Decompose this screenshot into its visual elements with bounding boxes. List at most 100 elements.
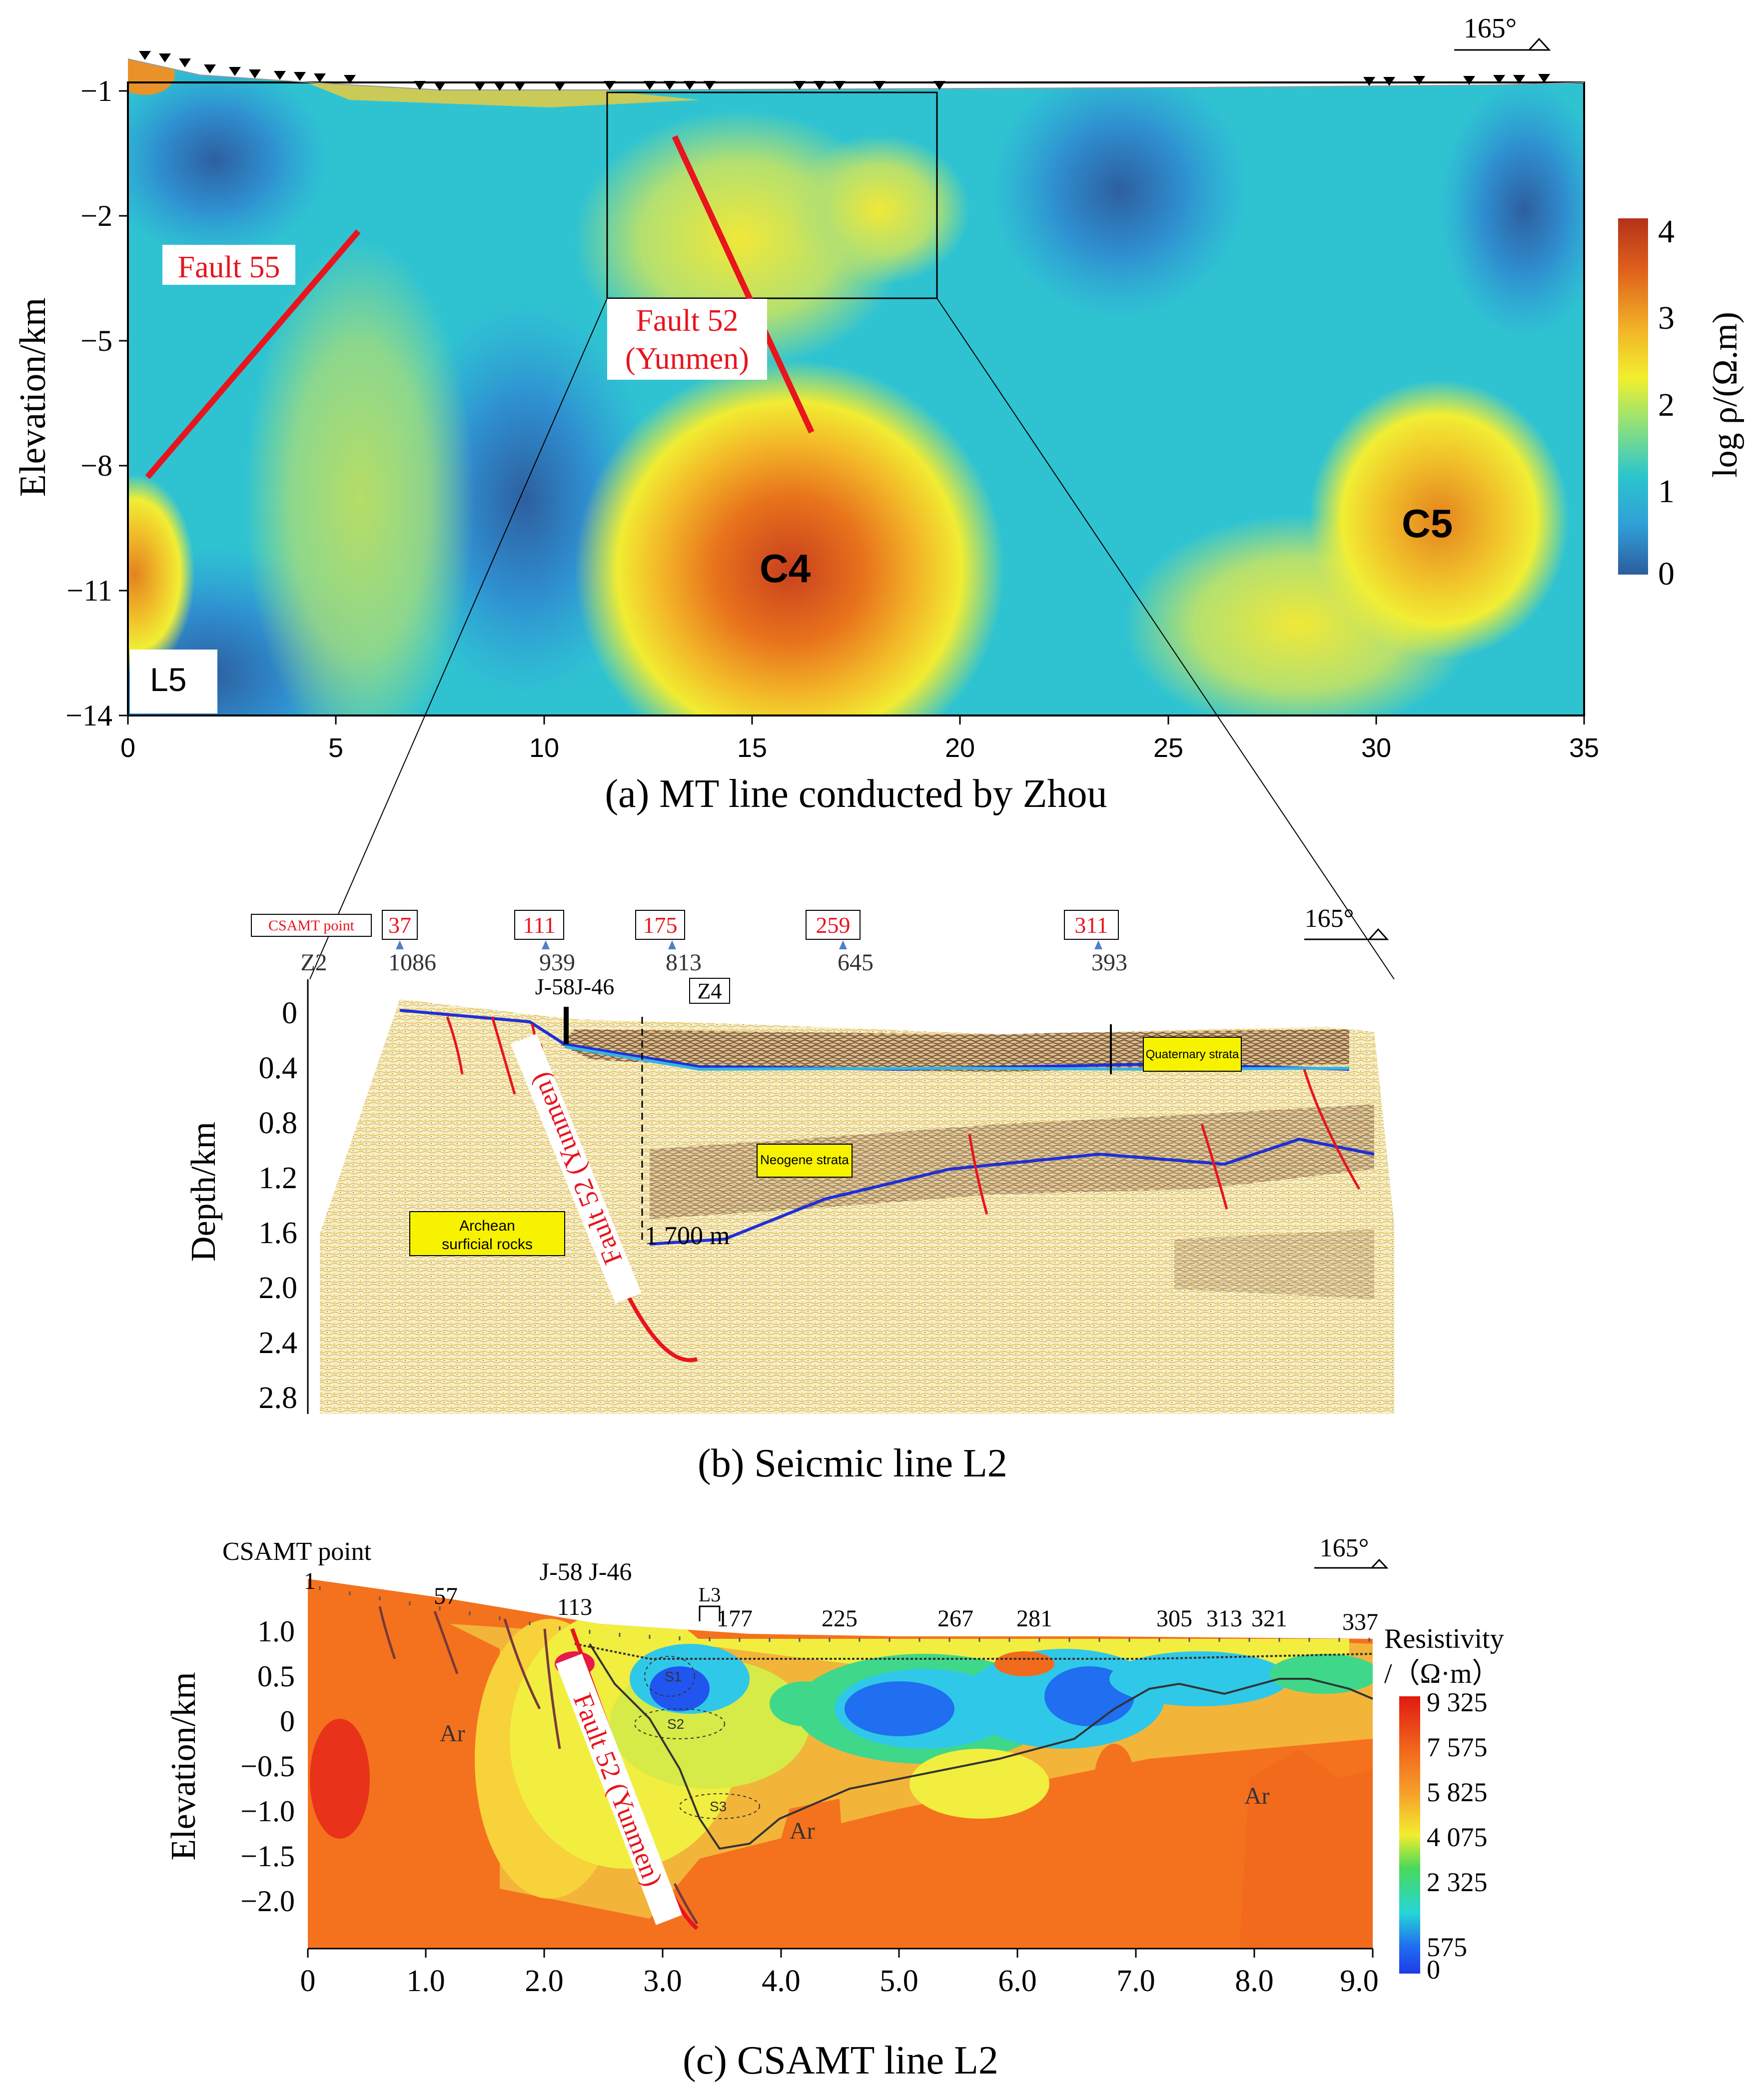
mt-resistivity-image (128, 59, 1584, 715)
y-tick: 2.0 (259, 1271, 298, 1305)
x-ticks-c: 0 1.0 2.0 3.0 4.0 5.0 6.0 7.0 8.0 9.0 (300, 1964, 1379, 1998)
zoom-box (606, 91, 938, 299)
csamt-point: 111 (523, 912, 556, 938)
colorbar-tick: 575 (1427, 1932, 1467, 1962)
cdp-label: 393 (1091, 949, 1127, 976)
panel-a-mt-section: Fault 55 Fault 52 (Yunmen) C4 C5 L5 165°… (12, 13, 1745, 980)
neogene-base-horizon (649, 1137, 1375, 1246)
colorbar-title-c-units: /（Ω·m） (1384, 1658, 1500, 1689)
y-tick: −5 (80, 324, 112, 357)
panel-c-csamt-section: S1 S2 S3 Ar Ar Ar Fault 52 (Yunmen) CSAM… (164, 1534, 1504, 2083)
csamt-point: 37 (388, 912, 411, 938)
x-tick: 15 (737, 733, 767, 763)
y-tick: 2.4 (259, 1326, 298, 1360)
archean-sublabel: surficial rocks (442, 1236, 533, 1253)
y-tick: 0 (282, 996, 297, 1030)
neogene-box: Neogene strata (757, 1144, 853, 1178)
fault-55-label: Fault 55 (178, 250, 280, 284)
caption-a: (a) MT line conducted by Zhou (605, 772, 1107, 816)
azimuth-c-text: 165° (1320, 1534, 1369, 1562)
fault-55-trace (145, 229, 361, 479)
y-tick: −1 (80, 74, 112, 107)
quaternary-label: Quaternary strata (1146, 1048, 1239, 1061)
y-tick: −0.5 (240, 1750, 295, 1783)
colorbar-tick: 2 325 (1427, 1867, 1488, 1897)
y-axis-label-a: Elevation/km (12, 298, 53, 497)
x-tick: 8.0 (1235, 1964, 1274, 1998)
y-tick: −2 (80, 199, 112, 232)
cdp-label: 813 (666, 949, 702, 976)
csamt-point: 225 (822, 1605, 858, 1632)
csamt-quaternary-line (574, 1643, 1373, 1660)
csamt-label-c: CSAMT point (222, 1537, 372, 1566)
depth-1700: 1 700 m (645, 1222, 730, 1250)
archean-label: Archean (459, 1218, 515, 1234)
x-tick: 0 (120, 733, 135, 763)
y-tick: 0.4 (259, 1051, 298, 1085)
l3-label: L3 (699, 1583, 721, 1606)
colorbar-tick: 3 (1658, 300, 1675, 336)
x-tick: 0 (300, 1964, 316, 1998)
csamt-resistivity-image (308, 1579, 1373, 1949)
colorbar-tick: 7 575 (1427, 1732, 1488, 1762)
unit-ar: Ar (790, 1818, 815, 1844)
colorbar-tick: 1 (1658, 473, 1675, 510)
colorbar-tick: 4 (1658, 213, 1675, 250)
csamt-point: 175 (643, 912, 678, 938)
y-tick: 1.2 (259, 1161, 298, 1195)
fault-52-trace (672, 135, 815, 434)
y-ticks-b: 0 0.4 0.8 1.2 1.6 2.0 2.4 2.8 (259, 996, 298, 1415)
anomaly-c4: C4 (760, 546, 811, 591)
colorbar-tick: 9 325 (1427, 1687, 1488, 1717)
x-tick: 20 (945, 733, 975, 763)
y-tick: 1.0 (257, 1615, 295, 1648)
zoom-line-left (309, 298, 608, 980)
sub-anomaly-s2: S2 (667, 1716, 684, 1732)
csamt-point: 305 (1156, 1605, 1192, 1632)
x-tick: 4.0 (762, 1964, 801, 1998)
csamt-point: 337 (1342, 1609, 1378, 1635)
colorbar-a: 4 3 2 1 0 log ρ/(Ω.m) (1618, 213, 1745, 592)
azimuth-a: 165° (1454, 13, 1551, 51)
sub-anomaly-s1: S1 (665, 1669, 682, 1684)
sub-anomaly-s3: S3 (710, 1799, 727, 1814)
csamt-point: 177 (717, 1605, 753, 1632)
x-tick: 10 (529, 733, 559, 763)
csamt-point: 321 (1251, 1605, 1287, 1632)
y-tick: 0.5 (257, 1660, 295, 1693)
colorbar-label-a: log ρ/(Ω.m) (1706, 312, 1745, 478)
colorbar-tick: 2 (1658, 387, 1675, 423)
unit-ar: Ar (1244, 1783, 1270, 1809)
colorbar-tick: 4 075 (1427, 1822, 1488, 1852)
x-tick: 9.0 (1340, 1964, 1379, 1998)
azimuth-b-text: 165° (1305, 904, 1354, 933)
csamt-point: 267 (937, 1605, 973, 1632)
y-axis-label-b: Depth/km (184, 1122, 223, 1262)
x-ticks-a: 0 5 10 15 20 25 30 35 (120, 733, 1599, 763)
fault-52-sublabel: (Yunmen) (625, 342, 749, 376)
csamt-point: 113 (557, 1594, 592, 1620)
anomaly-c5: C5 (1402, 501, 1453, 546)
x-tick: 2.0 (525, 1964, 564, 1998)
cdp-label: 939 (539, 949, 575, 976)
archean-box: Archean surficial rocks (409, 1211, 565, 1256)
caption-b: (b) Seicmic line L2 (698, 1441, 1007, 1485)
azimuth-c: 165° (1314, 1534, 1389, 1569)
unit-ar: Ar (440, 1720, 465, 1747)
cdp-label: 1086 (388, 949, 436, 976)
quaternary-box: Quaternary strata (1143, 1037, 1242, 1072)
caption-c: (c) CSAMT line L2 (683, 2039, 998, 2083)
y-axis-label-c: Elevation/km (164, 1672, 203, 1860)
y-tick: −8 (80, 449, 112, 482)
csamt-point: 57 (434, 1583, 458, 1609)
x-tick: 35 (1569, 733, 1599, 763)
z4-label: Z4 (698, 979, 722, 1003)
y-tick: 0 (280, 1705, 295, 1738)
csamt-point: 313 (1206, 1605, 1242, 1632)
fault-52-label: Fault 52 (636, 304, 739, 338)
y-tick: −2.0 (240, 1885, 295, 1918)
csamt-point: 259 (816, 912, 851, 938)
neogene-label: Neogene strata (760, 1152, 849, 1167)
y-ticks-a: −1 −2 −5 −8 −11 −14 (65, 74, 112, 732)
x-tick: 25 (1153, 733, 1183, 763)
